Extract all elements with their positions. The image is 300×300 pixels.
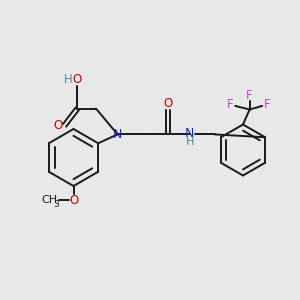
Text: F: F — [226, 98, 233, 111]
Text: F: F — [264, 98, 271, 111]
Text: CH: CH — [41, 195, 58, 206]
Text: H: H — [185, 137, 194, 147]
Text: O: O — [53, 119, 62, 132]
Text: O: O — [73, 73, 82, 86]
Text: 3: 3 — [53, 200, 59, 208]
Text: H: H — [64, 73, 73, 86]
Text: N: N — [185, 127, 194, 140]
Text: O: O — [69, 194, 78, 207]
Text: N: N — [113, 128, 122, 141]
Text: O: O — [164, 97, 172, 110]
Text: F: F — [246, 88, 253, 102]
